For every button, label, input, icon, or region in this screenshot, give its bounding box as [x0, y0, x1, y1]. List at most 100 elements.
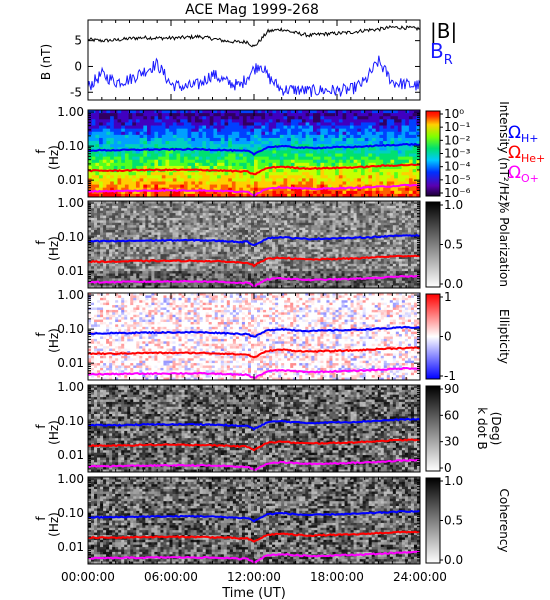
heatmap-cell [190, 203, 195, 207]
heatmap-cell [97, 225, 101, 228]
heatmap-cell [260, 249, 264, 253]
heatmap-cell [94, 244, 98, 248]
heatmap-cell [294, 181, 299, 185]
heatmap-cell [313, 116, 318, 120]
heatmap-cell [254, 201, 258, 204]
heatmap-cell [202, 275, 207, 279]
heatmap-cell [217, 261, 222, 265]
heatmap-cell [161, 162, 166, 167]
heatmap-cell [226, 205, 231, 209]
heatmap-cell [178, 203, 182, 207]
heatmap-cell [313, 119, 318, 123]
heatmap-cell [208, 244, 213, 248]
series-br [87, 55, 421, 98]
heatmap-cell [202, 141, 207, 145]
heatmap-cell [278, 273, 282, 277]
field-ytick-label: 5 [74, 34, 82, 48]
heatmap-cell [342, 134, 347, 139]
heatmap-cell [331, 181, 336, 185]
heatmap-cell [401, 159, 406, 164]
heatmap-cell [324, 141, 329, 145]
heatmap-cell [257, 184, 262, 189]
heatmap-cell [360, 131, 366, 136]
heatmap-cell [372, 131, 377, 136]
heatmap-cell [246, 193, 251, 197]
heatmap-cell [103, 246, 107, 250]
heatmap-cell [375, 147, 380, 151]
heatmap-cell [372, 165, 377, 170]
heatmap-cell [113, 153, 118, 158]
heatmap-cell [118, 285, 122, 288]
y-tick-label: 1.00 [57, 105, 84, 119]
heatmap-cell [241, 205, 246, 209]
heatmap-cell [130, 237, 134, 241]
heatmap-cell [113, 190, 118, 195]
heatmap-cell [139, 178, 144, 182]
heatmap-cell [180, 190, 185, 195]
heatmap-cell [287, 225, 291, 228]
intensity-ylabel-f: f [34, 149, 48, 154]
heatmap-cell [268, 119, 273, 123]
heatmap-cell [320, 159, 325, 164]
heatmap-cell [121, 271, 125, 274]
heatmap-cell [118, 215, 122, 219]
heatmap-cell [386, 187, 391, 192]
heatmap-cell [157, 263, 161, 267]
heatmap-cell [386, 153, 391, 158]
heatmap-cell [272, 242, 276, 245]
heatmap-cell [379, 141, 384, 145]
heatmap-cell [287, 205, 291, 209]
heatmap-cell [220, 201, 225, 204]
heatmap-cell [313, 141, 318, 145]
heatmap-cell [175, 249, 179, 253]
heatmap-cell [246, 184, 251, 189]
heatmap-cell [327, 110, 332, 114]
heatmap-cell [205, 263, 210, 267]
heatmap-cell [183, 165, 188, 170]
heatmap-cell [109, 283, 113, 286]
chart-title: ACE Mag 1999-268 [185, 2, 319, 18]
heatmap-cell [298, 134, 303, 139]
heatmap-cell [390, 113, 395, 117]
heatmap-cell [217, 225, 222, 228]
heatmap-cell [106, 266, 110, 270]
heatmap-cell [394, 165, 399, 170]
heatmap-cell [338, 137, 343, 142]
heatmap-cell [139, 222, 143, 226]
heatmap-cell [272, 251, 276, 255]
heatmap-cell [99, 172, 104, 176]
heatmap-cell [196, 232, 201, 236]
heatmap-cell [298, 144, 303, 148]
heatmap-cell [257, 268, 261, 272]
heatmap-cell [397, 178, 402, 182]
heatmap-cell [309, 153, 314, 158]
heatmap-cell [231, 156, 236, 161]
heatmap-cell [95, 147, 100, 151]
heatmap-cell [158, 116, 163, 120]
heatmap-cell [202, 217, 207, 221]
heatmap-cell [163, 222, 167, 226]
heatmap-cell [242, 175, 248, 179]
heatmap-cell [401, 190, 406, 195]
heatmap-cell [309, 156, 314, 161]
heatmap-cell [290, 232, 294, 236]
heatmap-cell [279, 156, 284, 161]
heatmap-cell [148, 246, 152, 250]
heatmap-cell [261, 125, 266, 130]
heatmap-cell [202, 263, 207, 267]
heatmap-cell [316, 169, 321, 173]
heatmap-cell [196, 208, 201, 212]
heatmap-cell [268, 144, 273, 148]
heatmap-cell [272, 266, 276, 270]
heatmap-cell [94, 210, 98, 214]
heatmap-cell [242, 165, 248, 170]
heatmap-cell [100, 213, 104, 216]
heatmap-cell [231, 181, 236, 185]
heatmap-cell [163, 217, 167, 221]
heatmap-cell [254, 278, 258, 282]
heatmap-cell [217, 162, 222, 167]
heatmap-cell [242, 162, 248, 167]
heatmap-cell [383, 110, 388, 114]
heatmap-cell [257, 178, 262, 182]
heatmap-cell [118, 278, 122, 282]
